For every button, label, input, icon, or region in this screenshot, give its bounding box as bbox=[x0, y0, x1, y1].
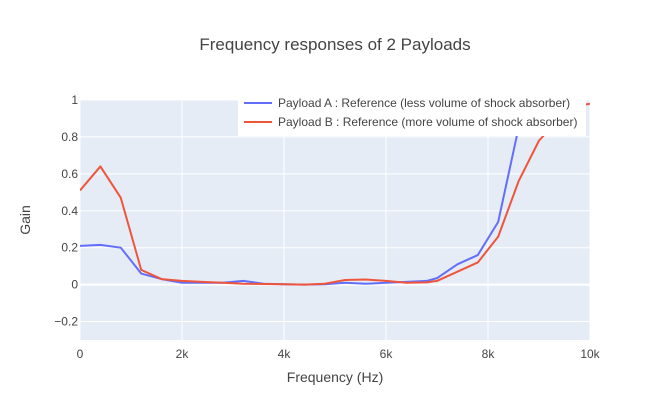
y-tick-label: 0.4 bbox=[61, 204, 78, 218]
x-tick-label: 0 bbox=[77, 347, 84, 361]
chart-title: Frequency responses of 2 Payloads bbox=[199, 35, 470, 54]
y-tick-label: −0.2 bbox=[54, 315, 78, 329]
x-tick-label: 8k bbox=[482, 347, 496, 361]
y-axis-title: Gain bbox=[17, 205, 33, 235]
y-tick-label: 1 bbox=[71, 93, 78, 107]
legend-item-label[interactable]: Payload A : Reference (less volume of sh… bbox=[278, 96, 570, 110]
legend[interactable]: Payload A : Reference (less volume of sh… bbox=[238, 92, 586, 136]
series-lines bbox=[80, 100, 590, 286]
y-tick-label: 0.2 bbox=[61, 241, 78, 255]
tick-labels: 0 2k 4k 6k 8k 10k −0.2 0 0.2 0.4 0.6 0.8 1 bbox=[54, 93, 600, 361]
y-tick-label: 0.8 bbox=[61, 130, 78, 144]
legend-background bbox=[238, 92, 586, 136]
series-line-payload-b[interactable] bbox=[80, 102, 590, 286]
x-tick-label: 2k bbox=[176, 347, 190, 361]
legend-item-label[interactable]: Payload B : Reference (more volume of sh… bbox=[278, 115, 577, 129]
x-tick-label: 10k bbox=[580, 347, 600, 361]
y-tick-label: 0.6 bbox=[61, 167, 78, 181]
y-tick-label: 0 bbox=[71, 278, 78, 292]
grid-lines bbox=[79, 99, 591, 340]
x-tick-label: 4k bbox=[278, 347, 292, 361]
x-tick-label: 6k bbox=[380, 347, 394, 361]
x-axis-title: Frequency (Hz) bbox=[287, 369, 383, 385]
